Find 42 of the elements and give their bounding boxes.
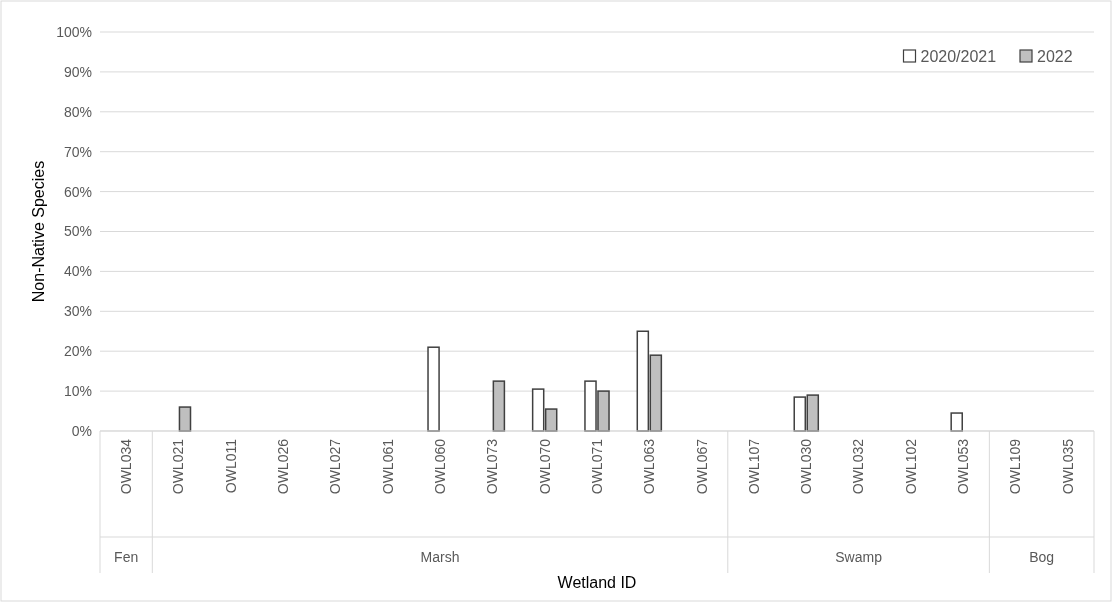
y-tick-label: 80% (63, 103, 92, 120)
x-tick-label: OWL011 (222, 438, 239, 494)
y-tick-label: 60% (63, 183, 92, 200)
y-tick-label: 90% (63, 63, 92, 80)
x-tick-label: OWL102 (902, 438, 919, 495)
x-tick-label: OWL027 (327, 438, 344, 495)
bar (492, 380, 506, 432)
y-tick-label: 20% (63, 343, 92, 360)
x-tick-label: OWL071 (588, 438, 605, 495)
text: Swamp (835, 549, 883, 565)
x-tick-label: OWL021 (170, 438, 187, 495)
y-tick-label: 50% (63, 223, 92, 240)
text: Fen (114, 549, 139, 565)
bar (427, 346, 440, 432)
x-tick-label: OWL060 (431, 438, 448, 495)
y-tick-label: 70% (63, 143, 92, 160)
x-tick-label: OWL063 (641, 438, 658, 495)
x-tick-label: OWL061 (379, 438, 396, 495)
x-tick-label: OWL053 (955, 438, 972, 495)
x-tick-label: OWL107 (745, 438, 762, 495)
bar (950, 412, 963, 432)
y-axis-title: Non-Native Species (30, 160, 47, 303)
x-tick-label: OWL067 (693, 438, 710, 495)
y-tick-label: 0% (71, 422, 92, 439)
y-tick-label: 100% (56, 23, 92, 40)
x-tick-label: OWL034 (118, 438, 135, 495)
y-tick-label: 40% (63, 263, 92, 280)
x-tick-label: OWL026 (275, 438, 292, 495)
bar (178, 406, 192, 432)
text: Marsh (420, 549, 460, 565)
x-tick-label: OWL073 (484, 438, 501, 495)
x-axis-title: Wetland ID (557, 574, 637, 591)
x-tick-label: OWL109 (1007, 438, 1024, 495)
x-tick-label: OWL032 (850, 438, 867, 495)
legend-label: 2022 (1037, 47, 1073, 65)
x-tick-label: OWL035 (1059, 438, 1076, 495)
legend-label: 2020/2021 (920, 47, 997, 65)
x-tick-label: OWL030 (798, 438, 815, 495)
text: Bog (1029, 549, 1055, 565)
x-tick-label: OWL070 (536, 438, 553, 495)
y-tick-label: 10% (63, 383, 92, 399)
y-tick-label: 30% (63, 303, 92, 320)
